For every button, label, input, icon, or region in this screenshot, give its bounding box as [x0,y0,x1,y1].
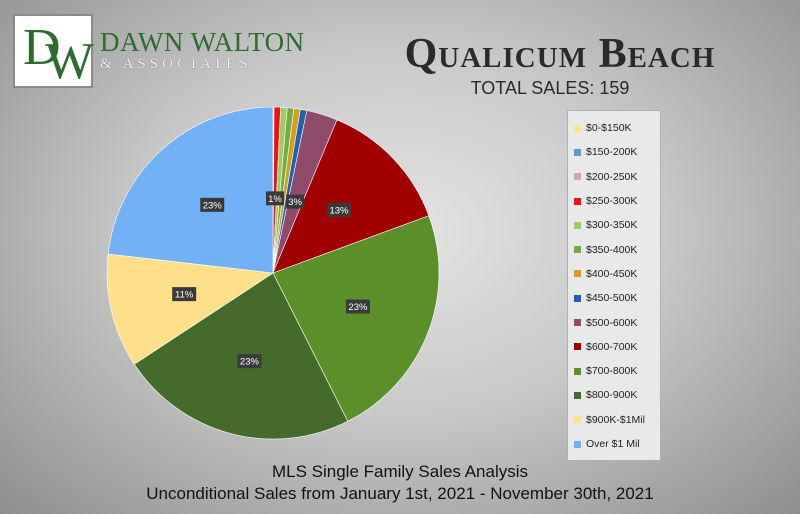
legend-label: Over $1 Mil [586,438,640,450]
legend-label: $350-400K [586,243,638,256]
legend-item-2: $200-250K [568,165,660,189]
legend-swatch [574,343,581,351]
pie-data-labels: 1% 3% 13% 23% 23% 11% 23% [172,191,370,369]
legend-swatch [574,270,581,278]
data-label-bg-12 [172,287,197,302]
legend-item-13: Over $1 Mil [568,432,660,456]
legend-swatch [574,416,581,424]
data-label-bg-10 [345,299,370,314]
chart-legend: $0-$150K $150-200K $200-250K $250-300K $300-… [567,110,661,461]
legend-swatch [574,221,581,229]
legend-label: $400-450K [586,267,638,280]
legend-swatch [574,367,581,375]
legend-item-11: $800-900K [568,383,660,407]
brand-name: DAWN WALTON [100,27,305,57]
legend-swatch [574,148,581,156]
brand-wordmark: DAWN WALTON & ASSOCIATES [100,28,322,72]
data-label-13: 23% [203,200,223,211]
pie-slice-13 [107,106,274,274]
legend-swatch [574,173,581,181]
brand-subtitle: & ASSOCIATES [100,56,252,72]
data-label-bg-3 [265,191,284,206]
legend-label: $700-800K [586,365,638,378]
legend-item-10: $700-800K [568,359,660,383]
data-label-bg-11 [237,354,262,369]
logo-letter-d: D [23,19,61,76]
legend-item-0: $0-$150K [568,116,660,140]
legend-item-5: $350-400K [568,237,660,261]
data-label-bg-9 [326,202,351,217]
legend-item-1: $150-200K [568,140,660,164]
legend-swatch [574,124,581,132]
legend-label: $0-$150K [586,122,632,135]
legend-item-6: $400-450K [568,262,660,286]
legend-swatch [574,197,581,205]
legend-label: $800-900K [586,389,638,402]
legend-label: $150-200K [586,146,638,159]
data-label-10: 23% [348,302,368,313]
legend-swatch [574,294,581,302]
legend-item-7: $450-500K [568,286,660,310]
page-title: Qualicum Beach [404,31,716,77]
legend-item-9: $600-700K [568,335,660,359]
legend-item-8: $500-600K [568,310,660,334]
legend-swatch [574,319,581,327]
legend-label: $250-300K [586,195,638,208]
legend-item-3: $250-300K [568,189,660,213]
legend-label: $450-500K [586,292,638,305]
legend-label: $500-600K [586,316,638,329]
legend-label: $600-700K [586,340,638,353]
logo-monogram: D W [13,14,95,90]
pie-slice-10 [272,215,440,422]
pie-slice-12 [106,253,274,365]
pie-slices [106,106,440,440]
legend-item-4: $300-350K [568,213,660,237]
data-label-12: 11% [175,290,194,301]
pie-slice-9 [272,119,430,274]
legend-swatch [574,391,581,399]
logo-letter-w: W [45,33,95,90]
footer-line-1: MLS Single Family Sales Analysis [271,462,529,481]
legend-swatch [574,440,581,448]
data-label-11: 23% [240,357,260,368]
data-label-8: 3% [288,197,302,208]
legend-swatch [574,246,581,254]
legend-label: $200-250K [586,170,638,183]
data-label-bg-13 [200,197,225,212]
legend-label: $900K-$1Mil [586,413,645,426]
data-label-9: 13% [329,205,349,216]
legend-item-12: $900K-$1Mil [568,408,660,432]
footer-line-2: Unconditional Sales from January 1st, 20… [146,484,654,503]
total-sales: TOTAL SALES: 159 [470,78,630,98]
data-label-bg-8 [286,194,305,209]
legend-label: $300-350K [586,219,638,232]
data-label-3: 1% [268,194,282,205]
